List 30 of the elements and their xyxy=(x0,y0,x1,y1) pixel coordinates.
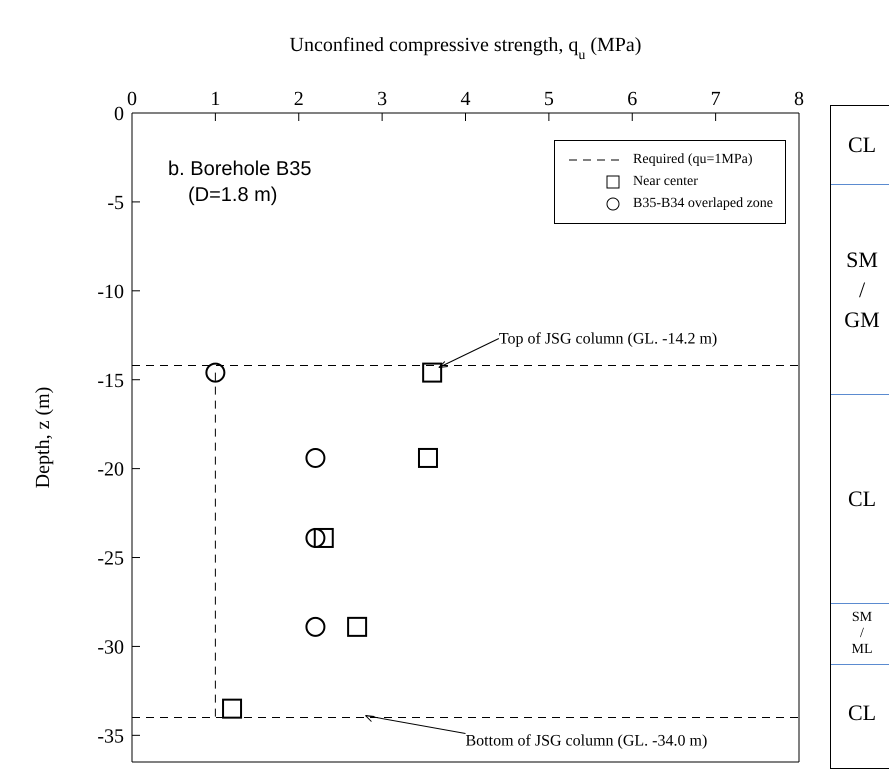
legend-label: B35-B34 overlaped zone xyxy=(633,196,773,212)
ref-line-label: Top of JSG column (GL. -14.2 m) xyxy=(498,330,718,348)
x-tick-label: 5 xyxy=(544,88,554,110)
y-tick-label: -25 xyxy=(97,548,124,570)
x-tick-label: 2 xyxy=(294,88,304,110)
y-tick-label: -35 xyxy=(97,725,124,748)
legend-label: Near center xyxy=(633,174,698,190)
text: SM / ML xyxy=(831,603,889,664)
y-tick-label: -30 xyxy=(97,636,124,659)
y-axis-title: Depth, z (m) xyxy=(32,386,54,488)
x-tick-label: 7 xyxy=(710,88,721,110)
x-tick-label: 4 xyxy=(460,88,470,110)
legend-label: Required (qu=1MPa) xyxy=(633,152,753,168)
text: CL xyxy=(831,664,889,760)
text: CL xyxy=(846,131,878,159)
x-tick-label: 3 xyxy=(377,88,388,110)
text: CL xyxy=(831,394,889,603)
x-tick-label: 8 xyxy=(794,88,804,110)
y-tick-label: -5 xyxy=(107,192,124,214)
text: SM / GM xyxy=(831,184,889,394)
x-tick-label: 6 xyxy=(627,88,638,110)
annotation: b. Borehole B35 xyxy=(168,157,312,182)
y-tick-label: -10 xyxy=(97,280,124,303)
y-tick-label: -20 xyxy=(97,458,124,481)
y-tick-label: 0 xyxy=(114,103,124,126)
x-axis-title: Unconfined compressive strength, q$_{u}$ (MPa) xyxy=(290,34,642,62)
x-tick-label: 1 xyxy=(210,88,220,110)
ref-line-label: Bottom of JSG column (GL. -34.0 m) xyxy=(466,732,708,750)
annotation: (D=1.8 m) xyxy=(187,183,278,208)
y-tick-label: -15 xyxy=(97,370,124,392)
